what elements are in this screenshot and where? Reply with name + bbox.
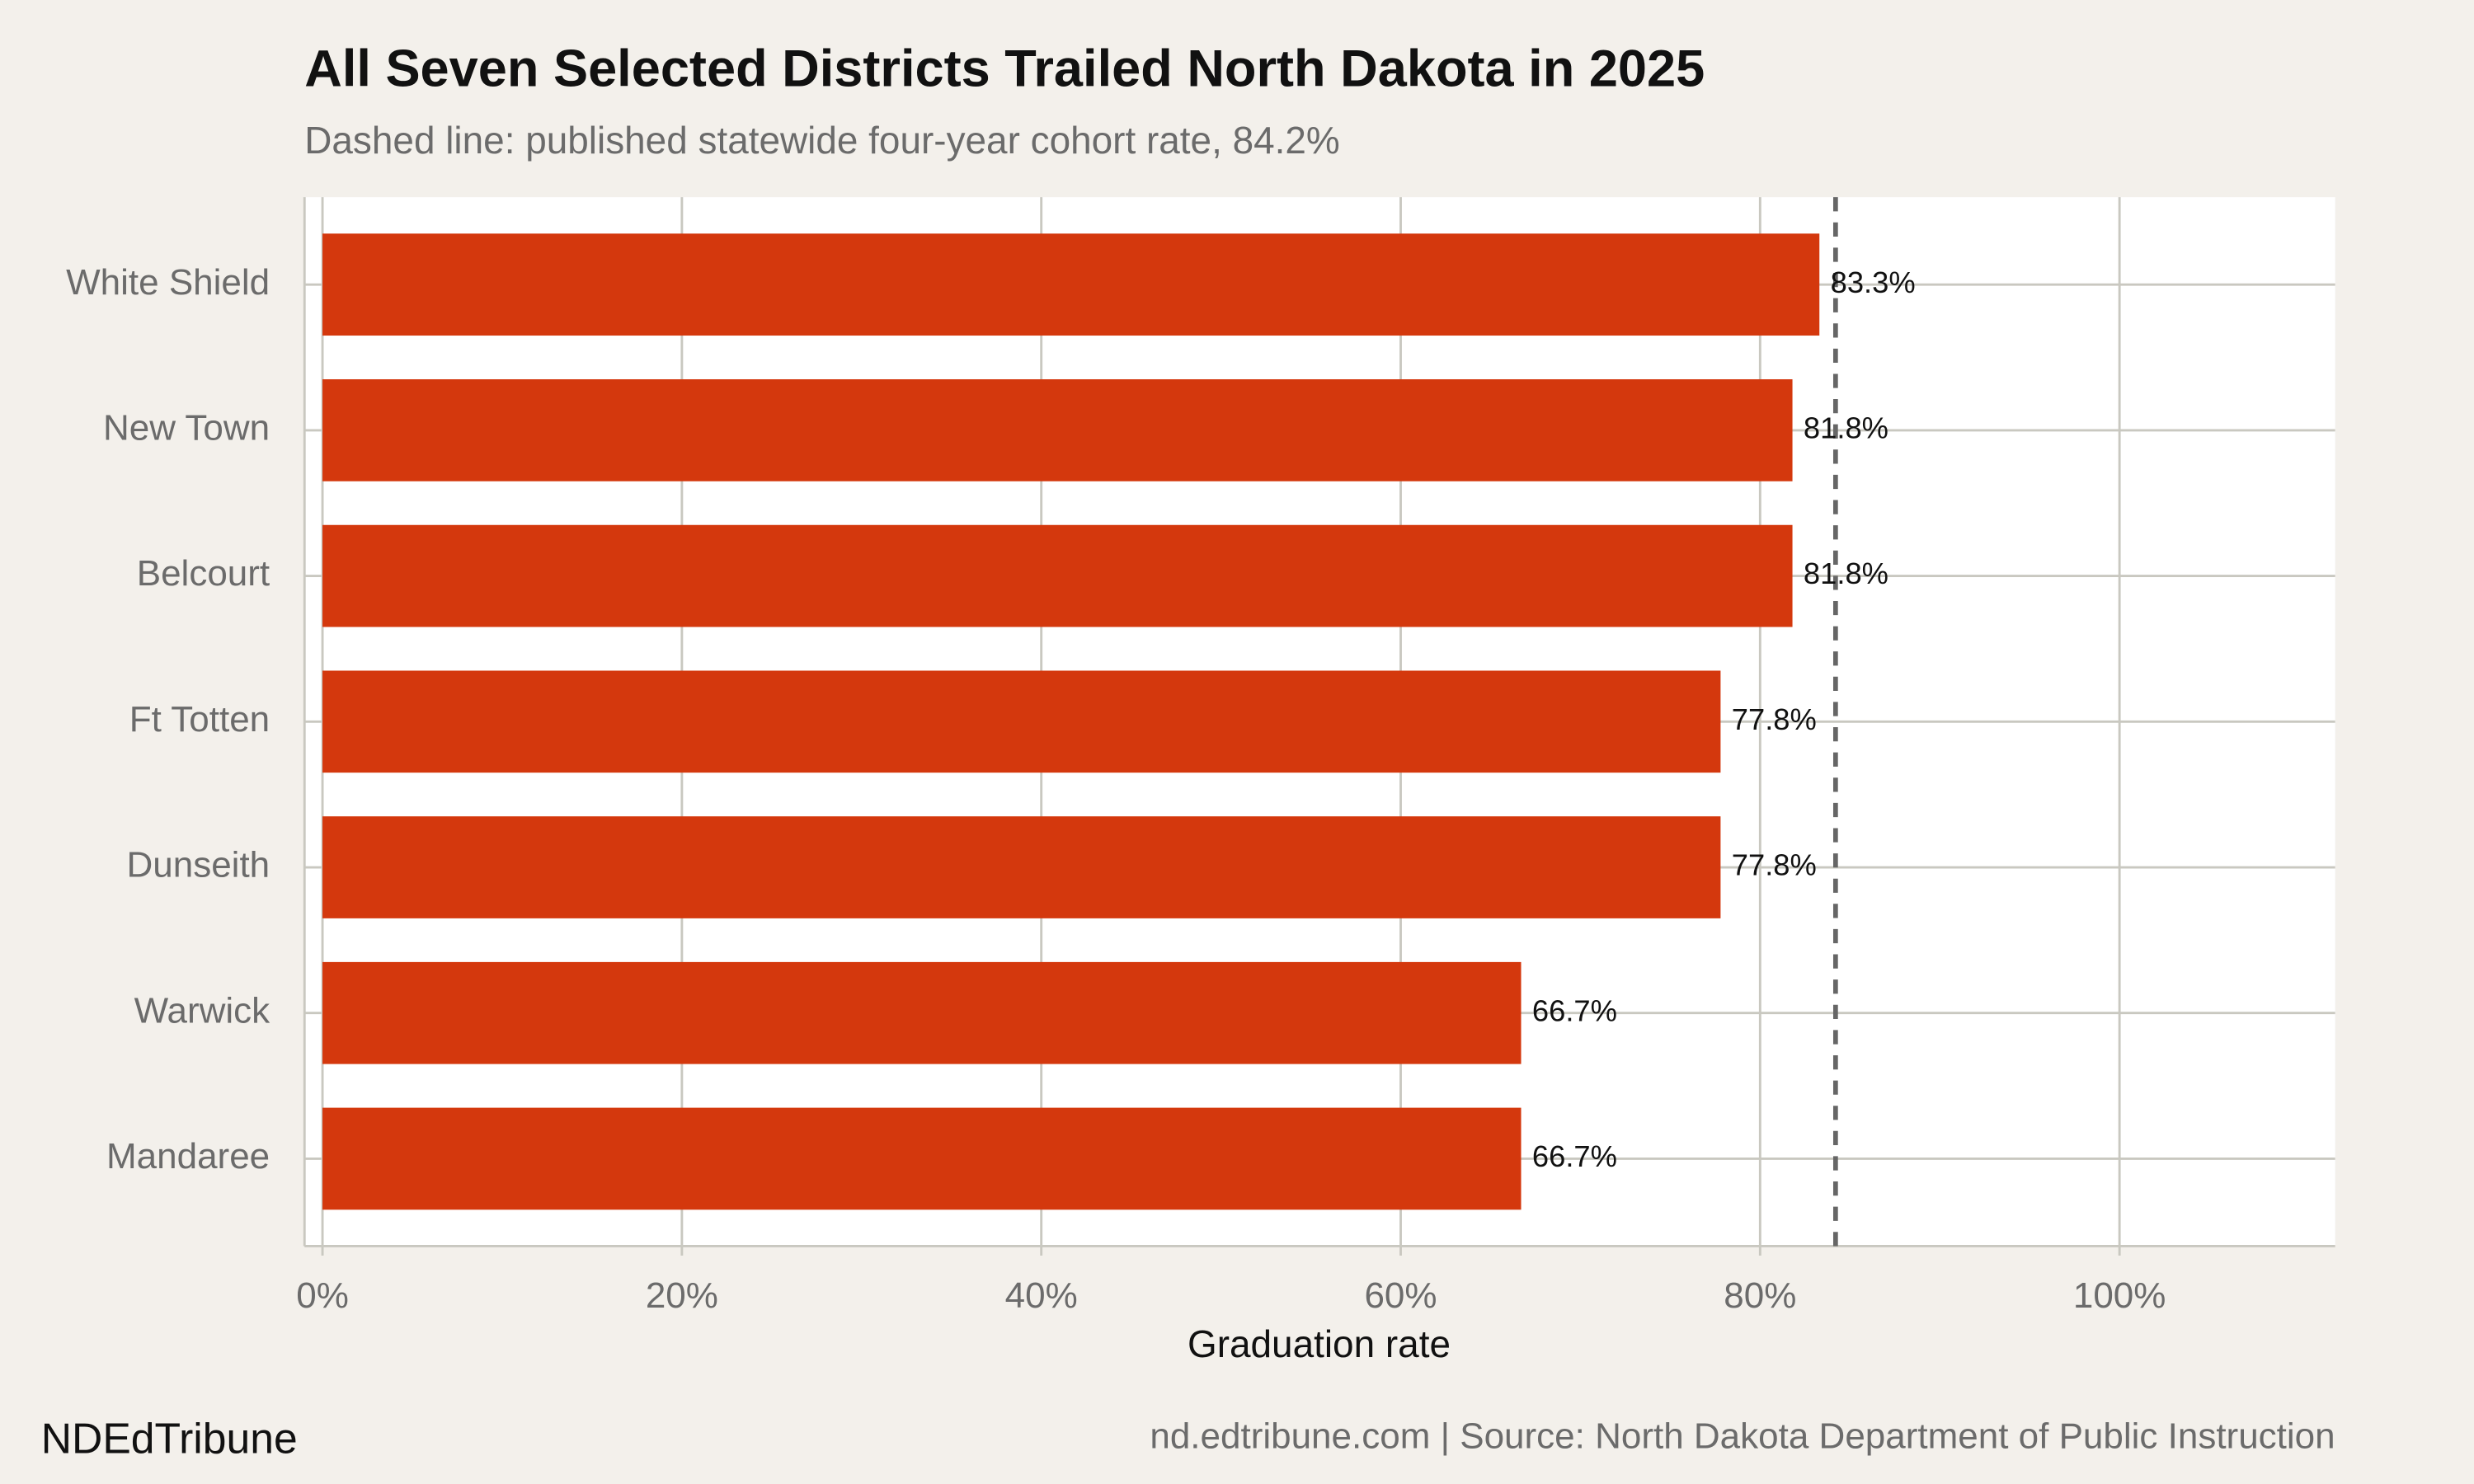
bar: [322, 524, 1793, 627]
data-label: 83.3%: [1831, 265, 1916, 299]
chart-subtitle: Dashed line: published statewide four-ye…: [304, 119, 1340, 162]
chart-title: All Seven Selected Districts Trailed Nor…: [304, 40, 1705, 98]
y-tick-label: White Shield: [66, 262, 270, 303]
y-tick-label: New Town: [103, 408, 270, 448]
data-label: 77.8%: [1732, 848, 1817, 882]
x-tick-label: 100%: [2073, 1275, 2166, 1316]
data-label: 81.8%: [1804, 556, 1888, 590]
y-tick-label: Dunseith: [126, 845, 270, 885]
x-tick-label: 60%: [1364, 1275, 1437, 1316]
y-tick-label: Ft Totten: [129, 699, 270, 740]
x-tick-label: 40%: [1005, 1275, 1078, 1316]
y-tick-label: Warwick: [134, 990, 271, 1031]
y-tick-label: Belcourt: [137, 553, 270, 594]
bar: [322, 379, 1793, 481]
data-label: 77.8%: [1732, 702, 1817, 736]
data-label: 66.7%: [1532, 1139, 1617, 1173]
footer-source: nd.edtribune.com | Source: North Dakota …: [1150, 1416, 2335, 1457]
x-tick-label: 20%: [646, 1275, 718, 1316]
bar: [322, 1107, 1522, 1210]
bar: [322, 816, 1721, 918]
footer-brand: NDEdTribune: [41, 1414, 298, 1462]
x-tick-label: 0%: [296, 1275, 349, 1316]
bar: [322, 670, 1721, 773]
bar: [322, 233, 1820, 336]
data-label: 66.7%: [1532, 993, 1617, 1027]
bar: [322, 961, 1522, 1064]
y-tick-label: Mandaree: [106, 1136, 270, 1176]
data-label: 81.8%: [1804, 411, 1888, 445]
x-axis-title: Graduation rate: [1188, 1322, 1451, 1365]
x-tick-label: 80%: [1724, 1275, 1796, 1316]
